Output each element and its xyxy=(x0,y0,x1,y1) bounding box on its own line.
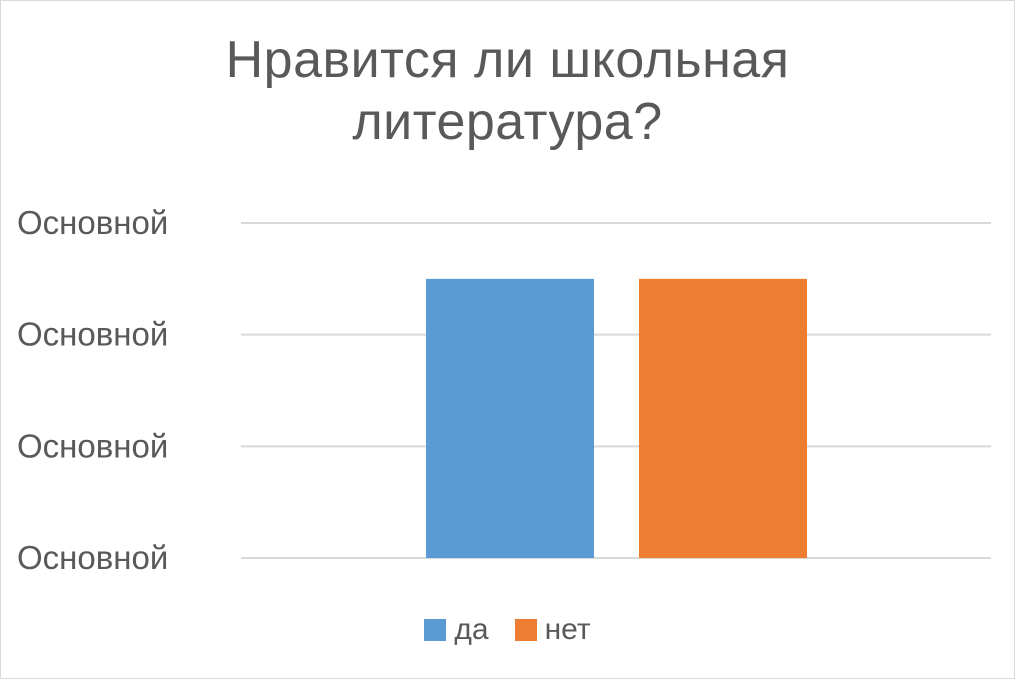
chart-title-line-1: Нравится ли школьная xyxy=(225,31,790,89)
y-tick-label: Основной xyxy=(17,204,168,241)
chart-title: Нравится ли школьная литература? xyxy=(1,29,1014,153)
legend-label-net: нет xyxy=(544,613,591,646)
bar-net xyxy=(639,278,807,558)
legend-item-da: да xyxy=(424,613,489,647)
y-tick-label: Основной xyxy=(17,316,168,353)
y-tick-label: Основной xyxy=(17,539,168,576)
y-tick-label: Основной xyxy=(17,427,168,464)
chart-title-line-2: литература? xyxy=(352,93,663,151)
bar-da xyxy=(426,278,594,558)
legend-swatch-net xyxy=(514,619,537,641)
legend: да нет xyxy=(1,613,1014,647)
legend-item-net: нет xyxy=(514,613,591,647)
legend-swatch-da xyxy=(424,619,447,641)
legend-label-da: да xyxy=(454,613,489,646)
